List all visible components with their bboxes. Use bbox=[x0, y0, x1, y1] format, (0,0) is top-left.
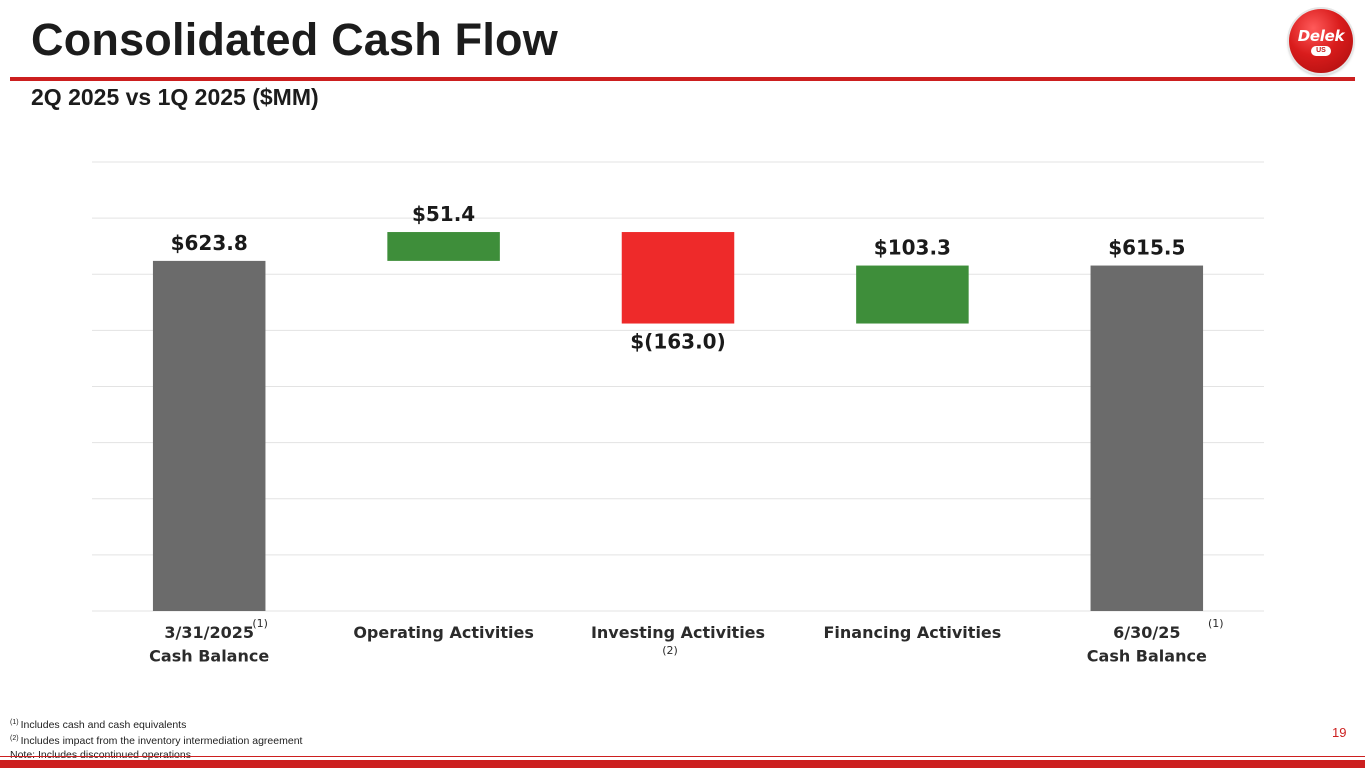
footnote-1-marker: (1) bbox=[10, 719, 19, 726]
footnote-2-marker: (2) bbox=[10, 735, 19, 743]
bar-6-30-25-cash-balance bbox=[1090, 265, 1204, 611]
chart-labels: $623.8 3/31/2025 Cash Balance (1) $51.4 Opera… bbox=[149, 202, 1223, 665]
chart-gridlines bbox=[92, 161, 1264, 612]
company-logo: Delek US bbox=[1289, 9, 1353, 73]
footnote-2: (2) Includes impact from the inventory in… bbox=[10, 732, 302, 748]
footer-divider-thin bbox=[0, 756, 1365, 757]
chart-bars bbox=[152, 232, 1204, 611]
footnote-marker-3-31-2025-cash-balance: (1) bbox=[252, 617, 268, 630]
title-divider bbox=[10, 77, 1355, 81]
footnote-marker-investing-activities: (2) bbox=[662, 644, 678, 657]
category-label-financing-activities: Financing Activities bbox=[824, 623, 1002, 642]
footer-divider bbox=[0, 760, 1365, 768]
value-label-operating-activities: $51.4 bbox=[412, 202, 475, 226]
footnote-1-text: Includes cash and cash equivalents bbox=[20, 719, 187, 731]
category-label-3-31-2025-cash-balance-line-1: 3/31/2025 bbox=[164, 623, 254, 642]
bar-operating-activities bbox=[387, 232, 500, 261]
footnote-1: (1) Includes cash and cash equivalents bbox=[10, 716, 302, 732]
value-label-6-30-25-cash-balance: $615.5 bbox=[1108, 236, 1185, 260]
value-label-3-31-2025-cash-balance: $623.8 bbox=[171, 231, 248, 255]
category-label-3-31-2025-cash-balance-line-2: Cash Balance bbox=[149, 647, 269, 666]
category-label-operating-activities: Operating Activities bbox=[353, 623, 534, 642]
footnotes: (1) Includes cash and cash equivalents (2… bbox=[10, 716, 302, 762]
logo-wordmark: Delek bbox=[1297, 27, 1345, 45]
category-label-investing-activities: Investing Activities bbox=[591, 623, 765, 642]
footnote-note-text: Note: Includes discontinued operations bbox=[10, 748, 191, 761]
bar-3-31-2025-cash-balance bbox=[152, 260, 266, 611]
logo-tag: US bbox=[1311, 46, 1331, 56]
waterfall-chart: $623.8 3/31/2025 Cash Balance (1) $51.4 Opera… bbox=[92, 161, 1264, 666]
bar-financing-activities bbox=[856, 265, 969, 324]
category-label-6-30-25-cash-balance-line-2: Cash Balance bbox=[1087, 647, 1207, 666]
page-number: 19 bbox=[1332, 725, 1347, 740]
value-label-financing-activities: $103.3 bbox=[874, 236, 951, 260]
value-label-investing-activities: $(163.0) bbox=[630, 330, 725, 354]
footnote-2-text: Includes impact from the inventory inter… bbox=[20, 735, 303, 748]
page-subtitle: 2Q 2025 vs 1Q 2025 ($MM) bbox=[31, 84, 319, 110]
category-label-6-30-25-cash-balance-line-1: 6/30/25 bbox=[1113, 623, 1180, 642]
footnote-marker-6-30-25-cash-balance: (1) bbox=[1208, 617, 1224, 630]
bar-investing-activities bbox=[621, 232, 735, 324]
page-title: Consolidated Cash Flow bbox=[31, 14, 558, 65]
footnote-note: Note: Includes discontinued operations bbox=[10, 749, 302, 762]
